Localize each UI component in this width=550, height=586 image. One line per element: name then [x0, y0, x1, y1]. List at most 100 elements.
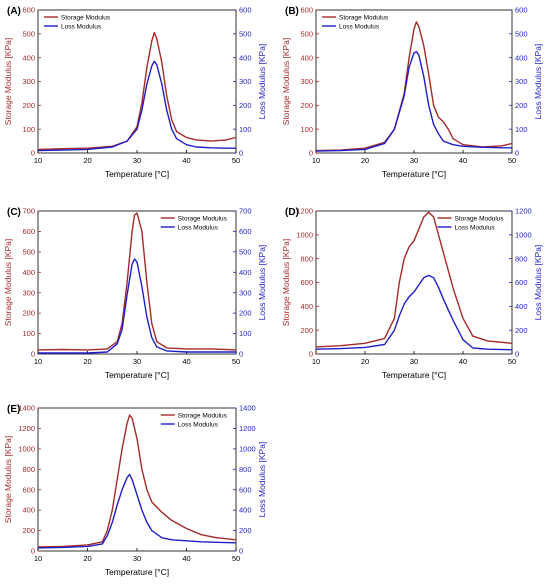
y-left-tick-label: 400 — [300, 53, 313, 62]
x-tick-label: 30 — [410, 156, 418, 165]
x-tick-label: 30 — [133, 357, 141, 366]
y-left-tick-label: 700 — [22, 207, 35, 216]
y-left-tick-label: 600 — [300, 278, 313, 287]
y-left-tick-label: 0 — [309, 350, 313, 359]
y-left-tick-label: 500 — [22, 247, 35, 256]
x-tick-label: 40 — [182, 357, 190, 366]
y-left-tick-label: 800 — [22, 465, 35, 474]
y-left-axis-label: Storage Modulus [KPa] — [281, 239, 291, 326]
y-left-tick-label: 200 — [22, 526, 35, 535]
y-right-tick-label: 600 — [515, 6, 528, 15]
panel-label: (B) — [285, 6, 299, 17]
panel-label: (C) — [7, 207, 21, 218]
y-left-tick-label: 400 — [300, 302, 313, 311]
y-right-axis-label: Loss Modulus [KPa] — [533, 44, 543, 120]
y-left-axis-label: Storage Modulus [KPa] — [3, 38, 13, 125]
y-right-tick-label: 500 — [239, 29, 252, 38]
x-tick-label: 50 — [232, 357, 240, 366]
x-tick-label: 10 — [34, 156, 42, 165]
x-axis-label: Temperature [°C] — [105, 370, 169, 380]
legend-label: Storage Modulus — [178, 216, 228, 223]
y-right-tick-label: 500 — [239, 247, 252, 256]
y-left-axis-label: Storage Modulus [KPa] — [3, 436, 13, 523]
y-left-tick-label: 200 — [300, 101, 313, 110]
series-line-loss-modulus — [37, 60, 236, 152]
plot-frame — [37, 9, 237, 154]
y-right-tick-label: 1200 — [239, 424, 256, 433]
x-tick-label: 40 — [459, 357, 467, 366]
y-right-tick-label: 200 — [239, 526, 252, 535]
y-left-tick-label: 300 — [22, 77, 35, 86]
y-right-tick-label: 100 — [515, 125, 528, 134]
y-left-tick-label: 0 — [31, 350, 35, 359]
y-right-axis-label: Loss Modulus [KPa] — [533, 245, 543, 321]
x-tick-label: 20 — [361, 357, 369, 366]
x-tick-label: 20 — [361, 156, 369, 165]
x-tick-label: 40 — [182, 156, 190, 165]
x-tick-label: 10 — [34, 357, 42, 366]
y-left-tick-label: 800 — [300, 254, 313, 263]
legend-label: Storage Modulus — [61, 15, 111, 22]
y-right-tick-label: 400 — [239, 506, 252, 515]
y-right-tick-label: 0 — [515, 350, 519, 359]
plot-frame — [37, 210, 237, 355]
y-right-tick-label: 100 — [239, 125, 252, 134]
y-right-tick-label: 0 — [239, 149, 243, 158]
panel-label: (E) — [7, 404, 20, 415]
series-line-loss-modulus — [37, 473, 237, 549]
plot-frame — [315, 210, 513, 355]
y-left-tick-label: 1200 — [18, 424, 35, 433]
x-tick-label: 30 — [410, 357, 418, 366]
y-right-tick-label: 800 — [239, 465, 252, 474]
legend-label: Loss Modulus — [339, 24, 380, 31]
panel-label: (A) — [7, 6, 21, 17]
y-right-tick-label: 1000 — [515, 230, 532, 239]
y-left-tick-label: 200 — [300, 326, 313, 335]
y-left-tick-label: 0 — [309, 149, 313, 158]
series-line-storage-modulus — [315, 21, 513, 152]
x-tick-label: 50 — [508, 357, 516, 366]
legend-label: Storage Modulus — [178, 413, 228, 420]
y-right-tick-label: 600 — [515, 278, 528, 287]
y-left-tick-label: 1000 — [18, 444, 35, 453]
legend-label: Loss Modulus — [455, 225, 496, 232]
y-left-tick-label: 600 — [22, 227, 35, 236]
series-line-loss-modulus — [315, 51, 512, 152]
y-right-tick-label: 400 — [239, 53, 252, 62]
y-left-tick-label: 400 — [22, 53, 35, 62]
legend-label: Loss Modulus — [61, 24, 102, 31]
panel-label: (D) — [285, 207, 299, 218]
y-left-tick-label: 500 — [300, 29, 313, 38]
y-left-tick-label: 600 — [300, 6, 313, 15]
y-right-tick-label: 400 — [515, 302, 528, 311]
y-right-tick-label: 500 — [515, 29, 528, 38]
y-right-tick-label: 300 — [515, 77, 528, 86]
y-right-tick-label: 400 — [239, 268, 252, 277]
y-right-tick-label: 0 — [239, 547, 243, 556]
y-right-tick-label: 300 — [239, 288, 252, 297]
series-line-loss-modulus — [38, 258, 236, 354]
x-tick-label: 20 — [83, 357, 91, 366]
legend-label: Loss Modulus — [178, 422, 219, 429]
x-tick-label: 50 — [508, 156, 516, 165]
y-right-axis-label: Loss Modulus [KPa] — [257, 245, 267, 321]
y-left-tick-label: 1200 — [296, 207, 313, 216]
y-right-tick-label: 0 — [515, 149, 519, 158]
series-line-storage-modulus — [37, 31, 237, 151]
y-right-tick-label: 200 — [515, 101, 528, 110]
y-left-tick-label: 300 — [22, 288, 35, 297]
y-right-tick-label: 300 — [239, 77, 252, 86]
x-tick-label: 20 — [83, 156, 91, 165]
x-tick-label: 40 — [182, 554, 190, 563]
x-tick-label: 30 — [133, 156, 141, 165]
x-axis-label: Temperature [°C] — [382, 370, 446, 380]
y-right-tick-label: 200 — [239, 309, 252, 318]
series-line-loss-modulus — [315, 274, 513, 351]
y-right-axis-label: Loss Modulus [KPa] — [257, 442, 267, 518]
